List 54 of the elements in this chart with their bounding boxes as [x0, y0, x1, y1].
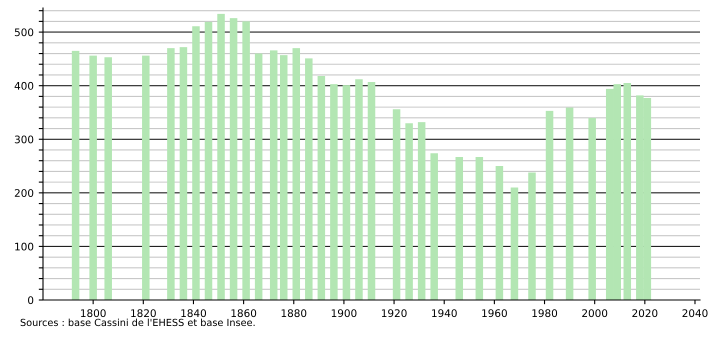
x-tick-label: 1920	[382, 309, 407, 318]
bar	[292, 48, 300, 300]
bar	[418, 122, 426, 300]
x-tick-label: 2000	[582, 309, 608, 318]
bar	[254, 54, 262, 300]
bar	[510, 187, 518, 300]
x-tick-label: 1840	[181, 309, 206, 318]
x-tick-label: 1900	[332, 309, 356, 318]
bar	[180, 47, 188, 300]
bar	[167, 48, 175, 300]
bar	[89, 56, 97, 300]
bar	[405, 123, 413, 300]
x-tick-label: 1860	[232, 309, 256, 318]
y-tick-label: 200	[14, 189, 34, 197]
x-tick-label: 1880	[282, 309, 306, 318]
bar	[546, 110, 554, 300]
bar	[528, 172, 536, 300]
bar	[318, 76, 326, 300]
bar	[230, 18, 238, 300]
x-tick-label: 1820	[131, 309, 156, 318]
x-tick-label: 1800	[81, 309, 106, 318]
bar	[355, 79, 363, 300]
bar	[72, 50, 80, 300]
source-note: Sources : base Cassini de l'EHESS et base Insee.	[20, 318, 255, 326]
x-tick-label: 2020	[632, 309, 658, 318]
x-tick-label: 1960	[482, 309, 507, 318]
bar	[392, 109, 400, 300]
bar	[330, 84, 338, 300]
y-tick-label: 0	[28, 296, 34, 304]
bar	[204, 22, 212, 300]
bar	[456, 156, 464, 300]
bar	[496, 166, 504, 300]
bar	[280, 55, 288, 300]
x-tick-label: 2040	[682, 309, 708, 318]
bar	[142, 56, 150, 300]
bar	[430, 153, 438, 300]
x-tick-label: 1980	[532, 309, 558, 318]
bar	[192, 26, 200, 300]
bar	[305, 58, 313, 300]
x-tick-label: 1940	[432, 309, 457, 318]
bar	[217, 14, 225, 300]
y-tick-label: 100	[15, 242, 34, 251]
bar	[242, 21, 250, 300]
bar	[368, 82, 376, 300]
y-tick-label: 400	[14, 82, 34, 90]
bar	[270, 50, 278, 300]
y-tick-label: 500	[14, 28, 34, 36]
bar	[476, 156, 484, 300]
bar	[566, 108, 574, 300]
y-tick-label: 300	[14, 135, 34, 144]
bar	[342, 85, 350, 300]
bar	[588, 118, 596, 300]
bar	[104, 57, 112, 300]
bar	[624, 83, 632, 300]
